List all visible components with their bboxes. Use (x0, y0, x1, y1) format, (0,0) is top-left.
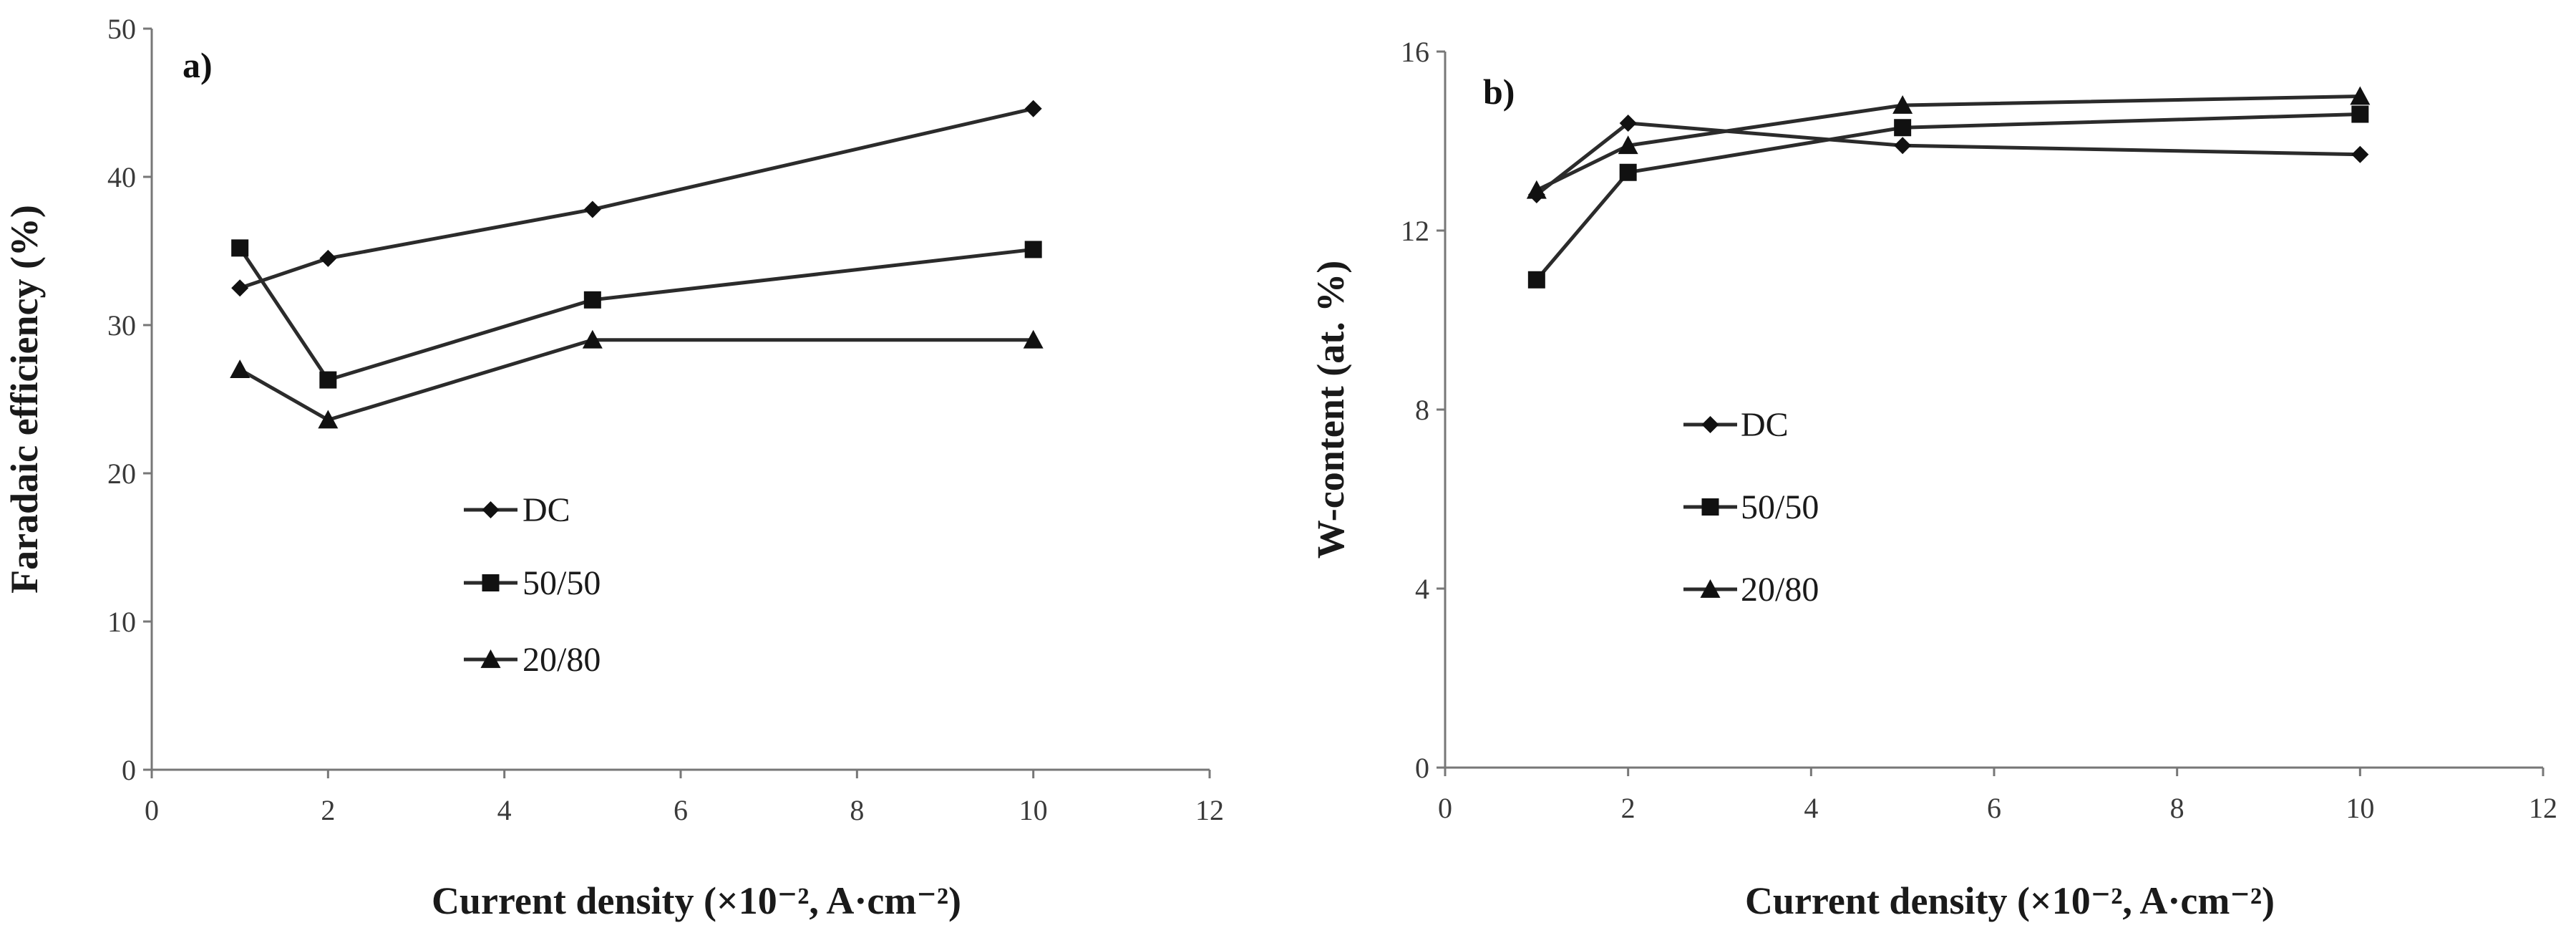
legend-item-20/80: 20/80 (1683, 571, 1819, 609)
legend-item-DC: DC (1683, 406, 1789, 444)
data-point (1618, 135, 1638, 155)
legend-label: DC (523, 491, 570, 529)
x-axis-title: Current density (×10⁻², A·cm⁻²) (1745, 879, 2275, 922)
chart-panel-b: 0 4 8 12 16 0 2 4 6 8 10 12 Current density (×10⁻², … (1309, 36, 2557, 922)
data-point (2351, 145, 2369, 163)
data-point (318, 410, 339, 429)
legend-label: 50/50 (1741, 488, 1819, 526)
data-point (1619, 163, 1637, 181)
series-50/50 (1527, 105, 2369, 289)
y-tick-label: 20 (107, 458, 136, 490)
legend-item-20/80: 20/80 (464, 641, 601, 679)
data-point (1892, 95, 1913, 114)
legend-label: DC (1741, 406, 1789, 444)
series-line (1535, 95, 2361, 192)
y-tick-label: 50 (107, 13, 136, 45)
y-axis-title: W-content (at. %) (1309, 261, 1352, 559)
series-20/80 (230, 329, 1044, 429)
legend-label: 20/80 (1741, 571, 1819, 609)
x-tick-label: 6 (1987, 792, 2001, 824)
data-point (319, 249, 337, 267)
data-point (1024, 100, 1042, 117)
series-line (238, 246, 1034, 382)
legend-marker (1700, 579, 1721, 598)
panel-label: b) (1483, 72, 1515, 112)
series-20/80 (1526, 86, 2371, 199)
y-tick-label: 16 (1401, 36, 1429, 68)
legend-item-50/50: 50/50 (1683, 488, 1819, 526)
data-point (1527, 271, 1545, 289)
y-tick-label: 10 (107, 606, 136, 638)
data-point (1526, 180, 1547, 199)
y-tick-label: 30 (107, 309, 136, 342)
chart-panel-a: 0 10 20 30 40 50 0 2 4 6 8 10 12 Current density (×10… (3, 13, 1224, 922)
x-axis-title: Current density (×10⁻², A·cm⁻²) (432, 879, 961, 922)
data-point (2351, 105, 2369, 123)
series-line (238, 338, 1034, 422)
x-tick-label: 12 (1195, 794, 1224, 826)
data-point (583, 291, 601, 309)
series-50/50 (231, 239, 1042, 389)
legend-marker (482, 574, 500, 591)
x-tick-label: 6 (674, 794, 688, 826)
x-tick-label: 4 (1804, 792, 1818, 824)
y-tick-label: 12 (1401, 215, 1429, 247)
legend-label: 20/80 (523, 641, 601, 679)
x-tick-label: 2 (1621, 792, 1635, 824)
data-point (582, 329, 603, 349)
data-point (231, 279, 249, 297)
legend-label: 50/50 (523, 564, 601, 602)
x-tick-label: 8 (850, 794, 864, 826)
x-tick-label: 0 (1438, 792, 1452, 824)
legend-marker (1701, 416, 1719, 433)
legend-marker (480, 649, 501, 668)
y-tick-label: 0 (1415, 752, 1429, 784)
data-point (1023, 329, 1044, 349)
data-point (1894, 119, 1912, 137)
y-tick-label: 8 (1415, 394, 1429, 426)
x-tick-label: 8 (2170, 792, 2184, 824)
y-tick-label: 4 (1415, 573, 1429, 605)
x-tick-label: 10 (1019, 794, 1048, 826)
legend-item-50/50: 50/50 (464, 564, 601, 602)
x-tick-label: 2 (321, 794, 335, 826)
data-point (1619, 115, 1637, 132)
panel-label: a) (183, 45, 213, 85)
data-point (1024, 241, 1042, 258)
y-tick-label: 40 (107, 161, 136, 193)
data-point (319, 371, 337, 389)
legend-item-DC: DC (464, 491, 570, 529)
data-point (583, 200, 601, 218)
x-tick-label: 0 (145, 794, 159, 826)
legend-marker (482, 501, 500, 518)
y-axis-title: Faradaic efficiency (%) (3, 205, 46, 594)
series-DC (231, 100, 1042, 297)
series-line (239, 107, 1034, 290)
x-tick-label: 4 (497, 794, 512, 826)
series-line (1535, 121, 2361, 196)
series-line (1535, 112, 2361, 281)
y-tick-label: 0 (122, 754, 136, 786)
data-point (230, 359, 251, 378)
legend-marker (1701, 498, 1719, 516)
data-point (1894, 137, 1912, 155)
data-point (231, 239, 249, 257)
x-tick-label: 10 (2346, 792, 2374, 824)
x-tick-label: 12 (2529, 792, 2557, 824)
data-point (2350, 86, 2371, 105)
